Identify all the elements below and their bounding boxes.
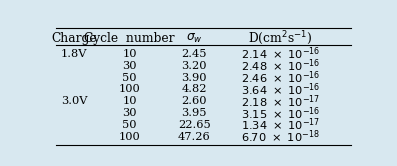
Text: 30: 30 — [122, 108, 137, 118]
Text: D(cm$^2$s$^{-1}$): D(cm$^2$s$^{-1}$) — [248, 30, 312, 47]
Text: 50: 50 — [122, 73, 137, 83]
Text: 10: 10 — [122, 49, 137, 59]
Text: $2.14\ \times\ 10^{-16}$: $2.14\ \times\ 10^{-16}$ — [241, 45, 320, 62]
Text: 100: 100 — [119, 132, 141, 142]
Text: $3.15\ \times\ 10^{-16}$: $3.15\ \times\ 10^{-16}$ — [241, 105, 320, 122]
Text: $6.70\ \times\ 10^{-18}$: $6.70\ \times\ 10^{-18}$ — [241, 129, 320, 145]
Text: 47.26: 47.26 — [178, 132, 210, 142]
Text: Charge: Charge — [52, 32, 97, 45]
Text: 1.8V: 1.8V — [61, 49, 87, 59]
Text: 30: 30 — [122, 61, 137, 71]
Text: $1.34\ \times\ 10^{-17}$: $1.34\ \times\ 10^{-17}$ — [241, 117, 320, 133]
Text: 3.95: 3.95 — [181, 108, 207, 118]
Text: 3.90: 3.90 — [181, 73, 207, 83]
Text: $2.18\ \times\ 10^{-17}$: $2.18\ \times\ 10^{-17}$ — [241, 93, 320, 110]
Text: 10: 10 — [122, 96, 137, 106]
Text: 4.82: 4.82 — [181, 84, 207, 94]
Text: 3.20: 3.20 — [181, 61, 207, 71]
Text: Cycle  number: Cycle number — [85, 32, 175, 45]
Text: 50: 50 — [122, 120, 137, 130]
Text: 2.45: 2.45 — [181, 49, 207, 59]
Text: 2.60: 2.60 — [181, 96, 207, 106]
Text: $3.64\ \times\ 10^{-16}$: $3.64\ \times\ 10^{-16}$ — [241, 81, 320, 98]
Text: $\sigma_w$: $\sigma_w$ — [186, 32, 202, 45]
Text: $2.46\ \times\ 10^{-16}$: $2.46\ \times\ 10^{-16}$ — [241, 69, 320, 86]
Text: 100: 100 — [119, 84, 141, 94]
Text: 3.0V: 3.0V — [61, 96, 87, 106]
Text: 22.65: 22.65 — [178, 120, 210, 130]
Text: $2.48\ \times\ 10^{-16}$: $2.48\ \times\ 10^{-16}$ — [241, 57, 320, 74]
